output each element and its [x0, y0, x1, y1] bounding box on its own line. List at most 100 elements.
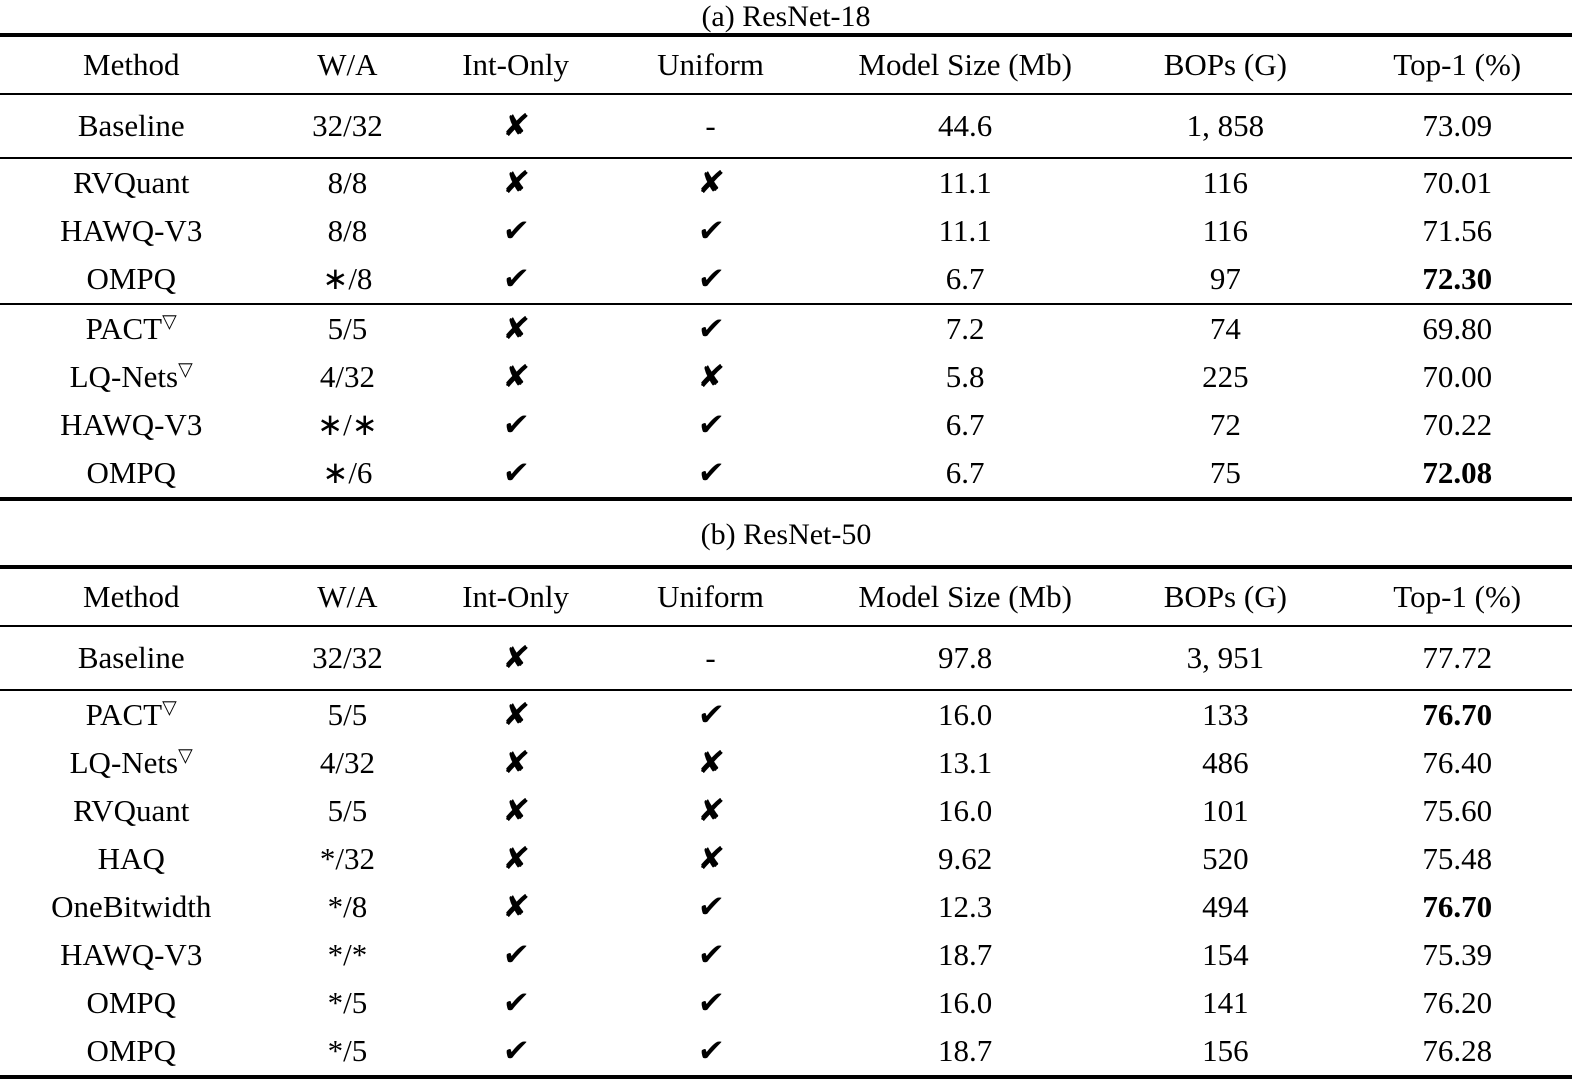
- cell-wa: */8: [327, 889, 368, 924]
- cell-top1: 70.22: [1422, 407, 1493, 442]
- cell-model-size: 7.2: [945, 311, 985, 346]
- cell-wa: 32/32: [312, 108, 383, 143]
- method-name: RVQuant: [73, 165, 190, 200]
- cell-int-only: ✘: [432, 787, 599, 835]
- check-icon: ✔: [695, 311, 726, 347]
- cell-top1: 77.72: [1422, 640, 1493, 675]
- cell-wa: 8/8: [327, 213, 368, 248]
- cell-top1: 71.56: [1422, 213, 1493, 248]
- cell-method: HAWQ-V3: [0, 401, 263, 449]
- cell-int-only: ✔: [432, 931, 599, 979]
- table-row: RVQuant 5/5 ✘ ✘ 16.0 101 75.60: [0, 787, 1572, 835]
- cell-wa: ∗/∗: [317, 407, 378, 442]
- method-name: LQ-Nets: [69, 359, 179, 394]
- cell-top1: 76.20: [1422, 985, 1493, 1020]
- column-header-top1: Top-1 (%): [1393, 47, 1522, 82]
- cell-bops: 486: [1202, 745, 1249, 780]
- cell-int-only: ✘: [432, 353, 599, 401]
- cell-top1: 72.08: [1422, 455, 1493, 490]
- cell-bops: 133: [1202, 697, 1249, 732]
- table-a-header-row: Method W/A Int-Only Uniform Model Size (…: [0, 35, 1572, 94]
- cell-model-size: 13.1: [938, 745, 993, 780]
- cell-int-only: ✔: [432, 255, 599, 304]
- column-header-int-only: Int-Only: [462, 47, 569, 82]
- method-name: HAWQ-V3: [60, 213, 203, 248]
- cell-wa: 5/5: [327, 697, 368, 732]
- cell-model-size: 16.0: [938, 985, 993, 1020]
- cross-icon: ✘: [500, 311, 531, 347]
- column-header-bops: BOPs (G): [1163, 579, 1287, 614]
- cell-bops: 156: [1202, 1033, 1249, 1068]
- column-header-top1: Top-1 (%): [1393, 579, 1522, 614]
- method-name: Baseline: [77, 108, 185, 143]
- cross-icon: ✘: [695, 359, 726, 395]
- cell-wa: 5/5: [327, 793, 368, 828]
- cell-model-size: 12.3: [938, 889, 993, 924]
- cross-icon: ✘: [500, 889, 531, 925]
- cell-int-only: ✔: [432, 207, 599, 255]
- check-icon: ✔: [500, 455, 531, 491]
- check-icon: ✔: [695, 261, 726, 297]
- cross-icon: ✘: [500, 359, 531, 395]
- method-name: OMPQ: [86, 261, 177, 296]
- cell-bops: 116: [1202, 165, 1248, 200]
- cell-top1: 76.28: [1422, 1033, 1493, 1068]
- cell-uniform: ✔: [599, 690, 822, 739]
- cross-icon: ✘: [500, 108, 531, 144]
- column-header-bops: BOPs (G): [1163, 47, 1287, 82]
- method-name: OneBitwidth: [51, 889, 212, 924]
- cross-icon: ✘: [500, 640, 531, 676]
- table-row: OMPQ */5 ✔ ✔ 18.7 156 76.28: [0, 1027, 1572, 1077]
- cell-top1: 75.60: [1422, 793, 1493, 828]
- method-name: HAWQ-V3: [60, 407, 203, 442]
- cell-method: OMPQ: [0, 979, 263, 1027]
- table-row: RVQuant 8/8 ✘ ✘ 11.1 116 70.01: [0, 158, 1572, 207]
- cell-model-size: 6.7: [945, 261, 985, 296]
- cell-bops: 141: [1202, 985, 1249, 1020]
- cell-int-only: ✘: [432, 626, 599, 690]
- table-a-resnet18: Method W/A Int-Only Uniform Model Size (…: [0, 33, 1572, 501]
- cell-bops: 72: [1209, 407, 1241, 442]
- cell-top1: 73.09: [1422, 108, 1493, 143]
- cell-bops: 1, 858: [1186, 108, 1265, 143]
- cross-icon: ✘: [500, 841, 531, 877]
- cell-uniform: -: [599, 94, 822, 158]
- cell-method: HAWQ-V3: [0, 207, 263, 255]
- cell-uniform: ✔: [599, 207, 822, 255]
- cell-wa: 8/8: [327, 165, 368, 200]
- method-name: OMPQ: [86, 1033, 177, 1068]
- cell-model-size: 18.7: [938, 1033, 993, 1068]
- cell-method: HAQ: [0, 835, 263, 883]
- cell-int-only: ✔: [432, 1027, 599, 1077]
- column-header-int-only: Int-Only: [462, 579, 569, 614]
- check-icon: ✔: [500, 261, 531, 297]
- check-icon: ✔: [695, 937, 726, 973]
- column-header-wa: W/A: [317, 579, 378, 614]
- check-icon: ✔: [695, 455, 726, 491]
- method-superscript-marker: ▽: [162, 697, 177, 719]
- dash-placeholder: -: [705, 640, 716, 675]
- method-name: PACT: [85, 697, 163, 732]
- cell-uniform: ✔: [599, 255, 822, 304]
- cell-uniform: ✘: [599, 353, 822, 401]
- cross-icon: ✘: [500, 165, 531, 201]
- cell-model-size: 16.0: [938, 697, 993, 732]
- cell-method: OneBitwidth: [0, 883, 263, 931]
- cell-uniform: -: [599, 626, 822, 690]
- cell-method: OMPQ: [0, 1027, 263, 1077]
- cell-uniform: ✘: [599, 739, 822, 787]
- table-row: OMPQ */5 ✔ ✔ 16.0 141 76.20: [0, 979, 1572, 1027]
- cell-model-size: 9.62: [938, 841, 993, 876]
- cell-model-size: 16.0: [938, 793, 993, 828]
- table-row: OneBitwidth */8 ✘ ✔ 12.3 494 76.70: [0, 883, 1572, 931]
- cell-top1: 76.70: [1422, 889, 1493, 924]
- cell-int-only: ✘: [432, 94, 599, 158]
- check-icon: ✔: [695, 697, 726, 733]
- cross-icon: ✘: [695, 165, 726, 201]
- cell-uniform: ✔: [599, 449, 822, 499]
- check-icon: ✔: [695, 407, 726, 443]
- column-header-method: Method: [83, 47, 180, 82]
- cell-top1: 75.48: [1422, 841, 1493, 876]
- check-icon: ✔: [500, 937, 531, 973]
